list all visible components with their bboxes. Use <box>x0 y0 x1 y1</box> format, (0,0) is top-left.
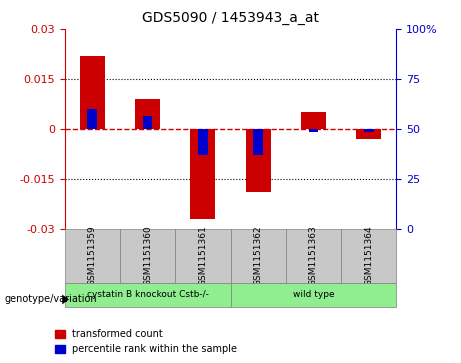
Text: wild type: wild type <box>293 290 334 299</box>
Bar <box>135 99 160 129</box>
Bar <box>87 109 97 129</box>
Bar <box>175 229 230 283</box>
Text: GSM1151361: GSM1151361 <box>198 225 207 286</box>
Text: cystatin B knockout Cstb-/-: cystatin B knockout Cstb-/- <box>87 290 208 299</box>
Bar <box>230 283 396 307</box>
Polygon shape <box>62 294 69 305</box>
Text: GSM1151360: GSM1151360 <box>143 225 152 286</box>
Bar <box>190 129 215 219</box>
Text: GSM1151359: GSM1151359 <box>88 225 97 286</box>
Legend: transformed count, percentile rank within the sample: transformed count, percentile rank withi… <box>51 326 241 358</box>
Bar <box>142 115 153 129</box>
Bar <box>120 229 175 283</box>
Bar <box>253 129 263 155</box>
Bar <box>80 56 105 129</box>
Bar <box>246 129 271 192</box>
Bar <box>230 229 286 283</box>
Bar <box>65 229 120 283</box>
Bar <box>301 112 326 129</box>
Bar <box>356 129 381 139</box>
Bar <box>364 129 374 132</box>
Title: GDS5090 / 1453943_a_at: GDS5090 / 1453943_a_at <box>142 11 319 25</box>
Text: GSM1151364: GSM1151364 <box>364 225 373 286</box>
Bar <box>308 129 319 132</box>
Text: GSM1151362: GSM1151362 <box>254 225 263 286</box>
Text: genotype/variation: genotype/variation <box>5 294 97 305</box>
Bar <box>198 129 208 155</box>
Bar <box>65 283 230 307</box>
Bar <box>286 229 341 283</box>
Text: GSM1151363: GSM1151363 <box>309 225 318 286</box>
Bar <box>341 229 396 283</box>
